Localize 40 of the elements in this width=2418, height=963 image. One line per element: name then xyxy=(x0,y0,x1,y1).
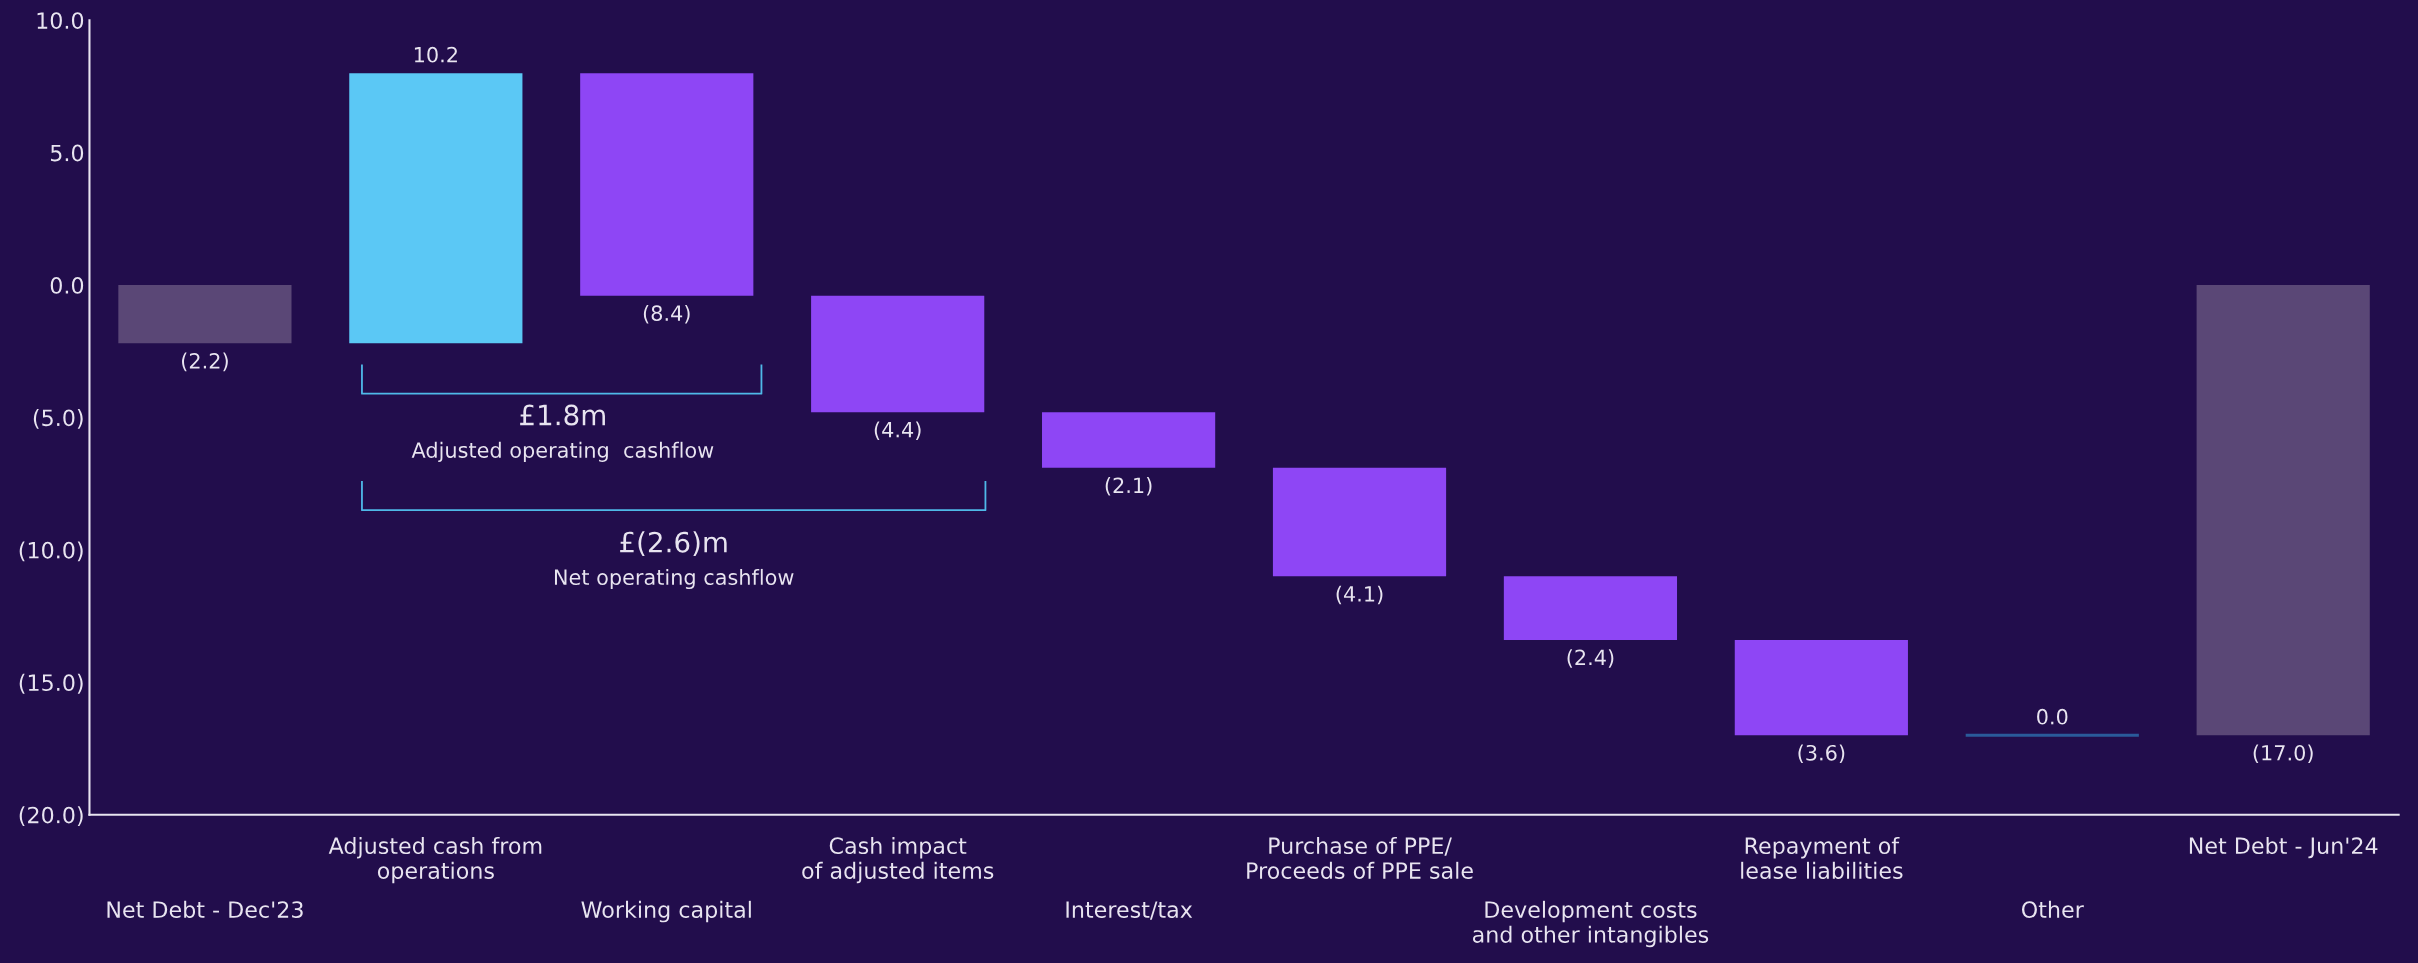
bar xyxy=(1503,576,1678,640)
x-tick-label: Cash impact of adjusted items xyxy=(802,836,994,884)
bar xyxy=(2196,285,2370,736)
bar xyxy=(118,285,292,344)
annotation: £1.8m xyxy=(520,404,605,426)
bar xyxy=(349,73,523,344)
x-tick-label: Purchase of PPE/ Proceeds of PPE sale xyxy=(1247,836,1473,880)
annotation: Adjusted operating cashflow xyxy=(411,441,714,462)
data-label: (2.2) xyxy=(182,352,228,372)
bar xyxy=(1272,467,1447,577)
x-tick-label: Adjusted cash from operations xyxy=(328,836,542,884)
data-label: (2.1) xyxy=(1105,477,1152,496)
annotation: Net operating cashflow xyxy=(554,568,794,590)
x-tick-label: Working capital xyxy=(581,900,751,923)
data-label: 0.0 xyxy=(2037,708,2068,725)
x-tick-label: Net Debt - Dec'23 xyxy=(107,900,303,919)
x-tick-label: Interest/tax xyxy=(1066,901,1193,920)
data-label: (8.4) xyxy=(643,304,690,324)
data-label: (2.4) xyxy=(1567,649,1614,668)
data-label: (4.1) xyxy=(1336,585,1383,605)
y-tick-label: (15.0) xyxy=(19,673,83,694)
x-tick-label: Other xyxy=(2021,900,2084,919)
x-tick-label: Development costs and other intangibles xyxy=(1472,900,1709,948)
bar xyxy=(1734,639,1908,736)
bar xyxy=(811,295,985,413)
data-label: (4.4) xyxy=(874,421,921,441)
y-tick-label: 10.0 xyxy=(37,12,84,29)
annotation: £(2.6)m xyxy=(620,531,727,556)
y-tick-label: (5.0) xyxy=(33,409,83,429)
bar xyxy=(1042,412,1216,468)
data-label: (17.0) xyxy=(2253,744,2313,764)
x-tick-label: Net Debt - Jun'24 xyxy=(2189,836,2378,859)
bar xyxy=(580,73,754,296)
data-label: 10.2 xyxy=(414,46,457,63)
y-tick-label: 5.0 xyxy=(50,144,84,162)
data-label: (3.6) xyxy=(1798,744,1845,764)
y-tick-label: (20.0) xyxy=(19,806,83,827)
y-tick-label: 0.0 xyxy=(50,277,84,294)
x-tick-label: Repayment of lease liabilities xyxy=(1741,836,1903,880)
y-tick-label: (10.0) xyxy=(19,541,83,562)
